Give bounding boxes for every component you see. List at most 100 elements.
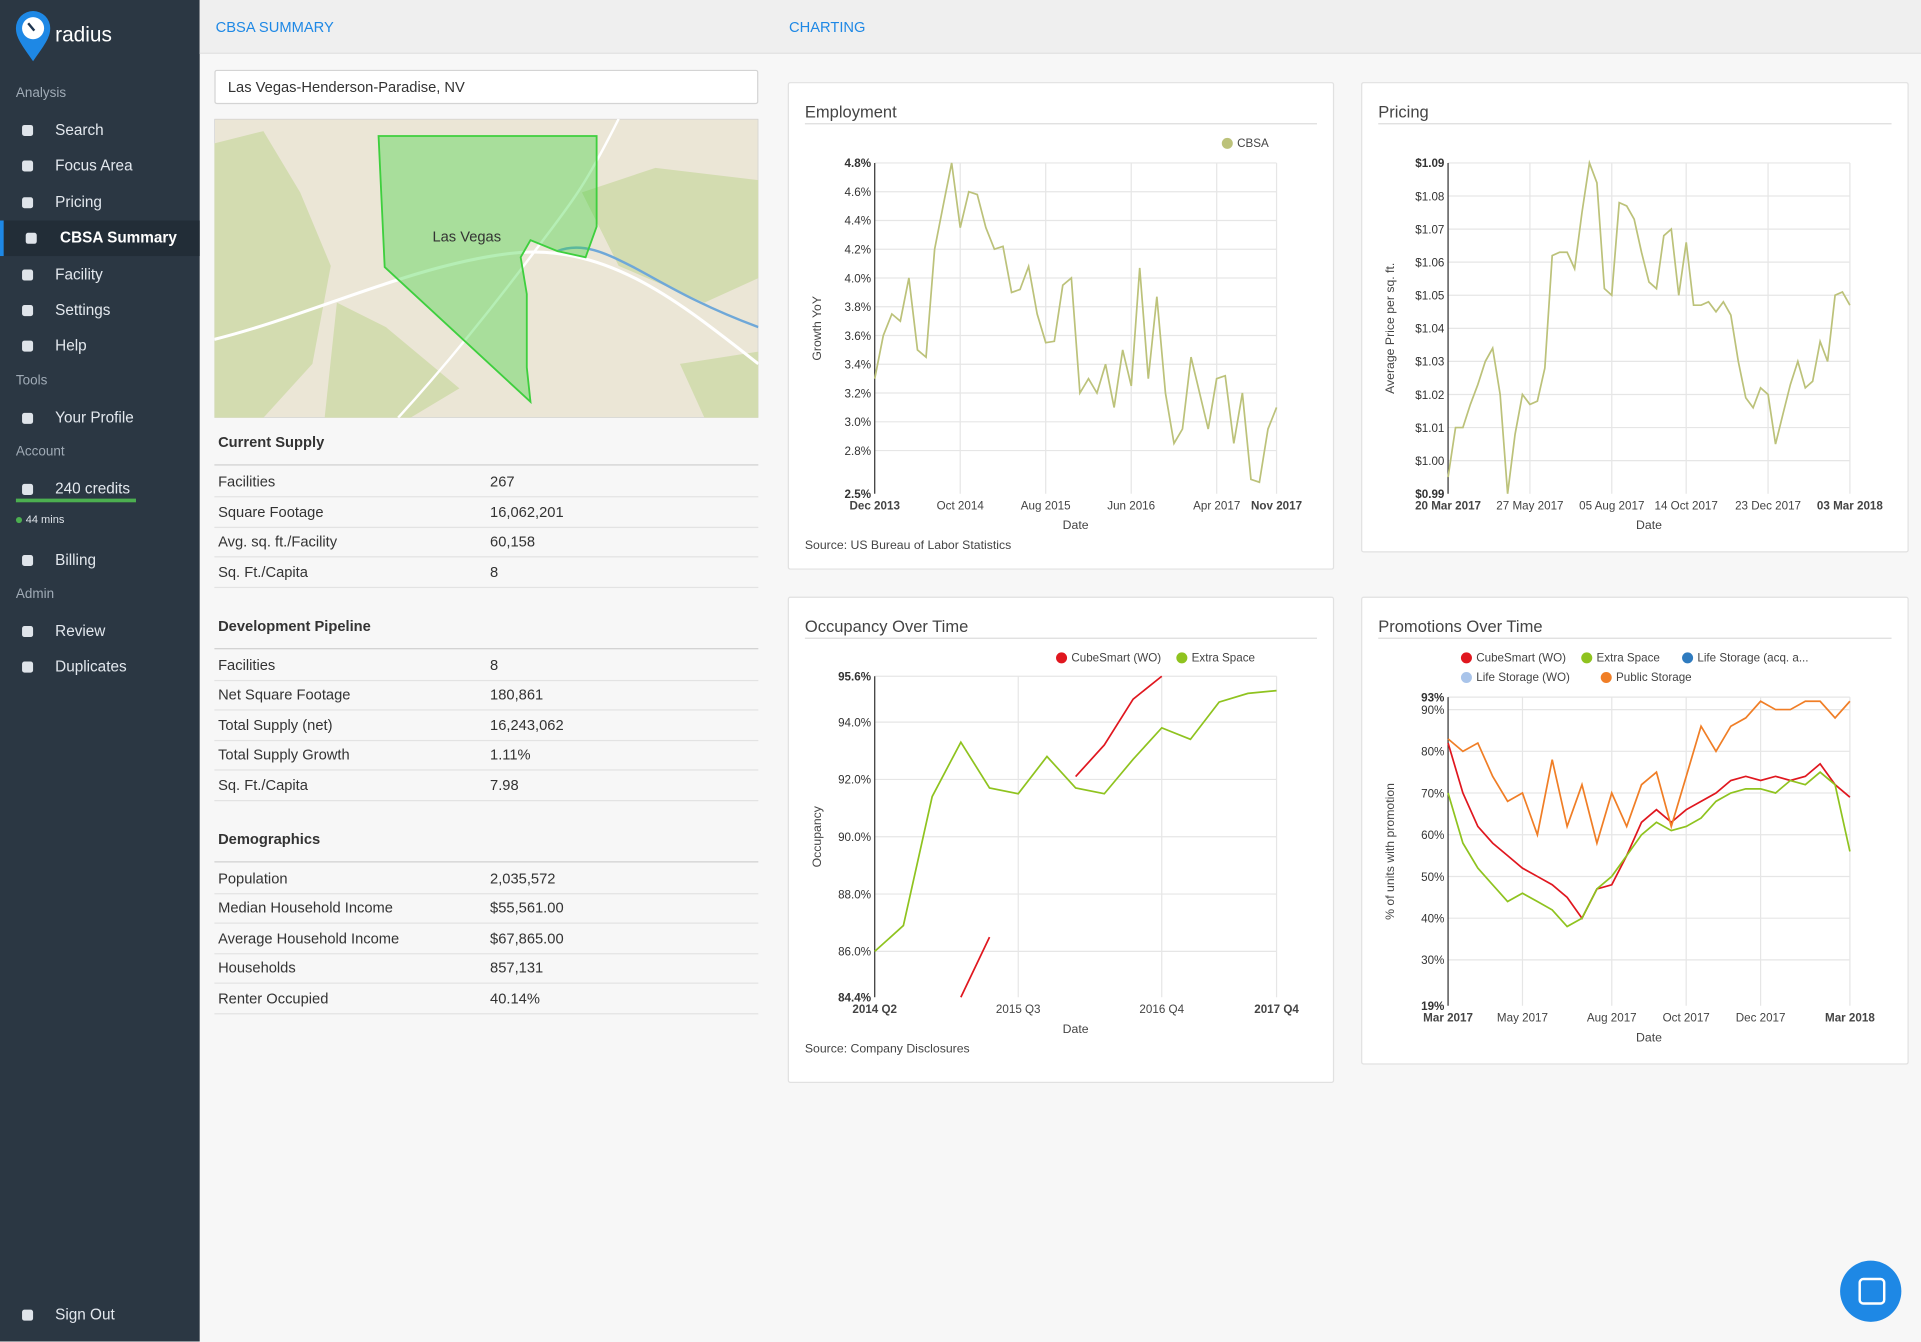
chart-title: Pricing — [1378, 103, 1428, 122]
y-tick-label: 94.0% — [838, 716, 871, 729]
legend-swatch — [1176, 652, 1188, 664]
x-tick-label: Apr 2017 — [1193, 500, 1240, 513]
y-axis-label: Average Price per sq. ft. — [1383, 263, 1397, 394]
rule — [214, 556, 759, 558]
nav-item[interactable]: Your Profile — [0, 400, 200, 436]
row-value: 16,062,201 — [490, 502, 564, 521]
y-tick-label: $1.04 — [1415, 323, 1445, 336]
row-value: 267 — [490, 472, 515, 491]
y-tick-label: 30% — [1421, 954, 1444, 967]
row-label: Sq. Ft./Capita — [218, 776, 308, 794]
nav-heading: Account — [15, 444, 65, 460]
nav-item[interactable]: Pricing — [0, 185, 200, 221]
rule — [214, 679, 759, 681]
tab[interactable]: CHARTING — [788, 18, 866, 36]
x-tick-label: 14 Oct 2017 — [1655, 500, 1718, 513]
y-tick-label: 70% — [1421, 787, 1444, 800]
y-tick-label: 4.8% — [845, 157, 872, 170]
y-tick-label: 92.0% — [838, 774, 871, 787]
rule — [214, 496, 759, 498]
chat-button[interactable] — [1840, 1260, 1902, 1322]
chart-card: Promotions Over Time 19% 30% 40% 50% 60% 70% 80… — [1361, 596, 1909, 1065]
nav-label: Sign Out — [55, 1305, 115, 1324]
nav-item[interactable]: Duplicates — [0, 650, 200, 686]
search-input[interactable]: Las Vegas-Henderson-Paradise, NV — [214, 69, 759, 105]
row-label: Net Square Footage — [218, 686, 351, 704]
section-heading: Demographics — [218, 830, 321, 848]
row-label: Median Household Income — [218, 899, 393, 917]
brand: radius — [55, 23, 112, 47]
row-label: Population — [218, 869, 288, 887]
x-tick-label: Mar 2018 — [1825, 1012, 1875, 1025]
nav-item[interactable]: Facility — [0, 257, 200, 293]
legend-label: CBSA — [1237, 137, 1269, 150]
y-tick-label: 86.0% — [838, 946, 871, 959]
y-tick-label: 19% — [1421, 1000, 1445, 1013]
y-tick-label: $1.00 — [1415, 455, 1445, 468]
nav-item[interactable]: Review — [0, 614, 200, 650]
row-value: 180,861 — [490, 686, 544, 704]
series-line — [1447, 742, 1851, 920]
rule — [214, 860, 759, 862]
row-label: Square Footage — [218, 502, 324, 521]
y-tick-label: $1.08 — [1415, 190, 1444, 203]
rule — [214, 892, 759, 894]
nav-item[interactable]: 240 credits — [0, 472, 200, 508]
tab[interactable]: CBSA SUMMARY — [215, 18, 334, 36]
chart: Employment 2.5% 2.8% 3.0% 3.2% 3.4% 3.6% 3.8% 4.… — [804, 103, 1317, 552]
chart: Occupancy Over Time 84.4% 86.0% 88.0% 90.0% 9… — [804, 617, 1317, 1055]
nav-item[interactable]: Search — [0, 113, 200, 149]
nav-label: Search — [55, 121, 104, 139]
nav-label: Focus Area — [55, 157, 133, 175]
legend-swatch — [1056, 652, 1068, 664]
y-tick-label: 2.5% — [845, 488, 872, 501]
rule — [214, 799, 759, 801]
y-tick-label: 2.8% — [845, 445, 872, 458]
rule — [214, 952, 759, 954]
nav-item[interactable]: CBSA Summary — [0, 220, 200, 257]
row-value: $67,865.00 — [490, 929, 564, 947]
legend-label: CubeSmart (WO) — [1476, 652, 1566, 665]
row-value: 1.11% — [490, 746, 531, 764]
series-line — [873, 162, 1278, 484]
nav-heading: Admin — [15, 586, 55, 602]
x-tick-label: May 2017 — [1497, 1012, 1548, 1025]
rule — [214, 1012, 759, 1014]
y-tick-label: $1.03 — [1415, 356, 1444, 369]
x-tick-label: 2015 Q3 — [996, 1003, 1041, 1016]
series-line — [1447, 771, 1851, 928]
y-tick-label: $1.02 — [1415, 389, 1444, 402]
nav-heading: Tools — [15, 373, 48, 389]
timer-dot — [15, 516, 23, 523]
y-tick-label: 4.2% — [845, 244, 872, 257]
nav-label: Settings — [55, 301, 111, 319]
rule — [214, 464, 759, 466]
x-axis-label: Date — [1063, 518, 1089, 532]
sign-out[interactable]: Sign Out — [0, 1297, 200, 1333]
nav-item[interactable]: Help — [0, 329, 200, 365]
y-tick-label: 88.0% — [838, 888, 871, 901]
y-tick-label: 50% — [1421, 871, 1444, 884]
nav-label: Duplicates — [55, 658, 127, 676]
logo — [15, 11, 51, 62]
row-value: 8 — [490, 656, 499, 674]
rule — [214, 526, 759, 528]
row-value: 60,158 — [490, 532, 536, 551]
y-tick-label: 95.6% — [838, 671, 872, 684]
chart-card: Employment 2.5% 2.8% 3.0% 3.2% 3.4% 3.6% 3.8% 4.… — [787, 82, 1335, 570]
x-tick-label: Aug 2017 — [1587, 1012, 1637, 1025]
row-value: 857,131 — [490, 959, 544, 977]
x-tick-label: Nov 2017 — [1251, 500, 1302, 513]
nav-item[interactable]: Billing — [0, 542, 200, 578]
row-value: 8 — [490, 562, 499, 581]
y-tick-label: 3.8% — [845, 301, 872, 314]
rule — [214, 982, 759, 984]
y-tick-label: 84.4% — [838, 992, 872, 1005]
nav-item[interactable]: Focus Area — [0, 149, 200, 185]
y-tick-label: $0.99 — [1415, 488, 1445, 501]
nav-icon — [22, 1309, 34, 1321]
nav-item[interactable]: Settings — [0, 293, 200, 329]
nav-icon — [22, 662, 34, 674]
rule — [214, 709, 759, 711]
legend-swatch — [1600, 671, 1612, 683]
